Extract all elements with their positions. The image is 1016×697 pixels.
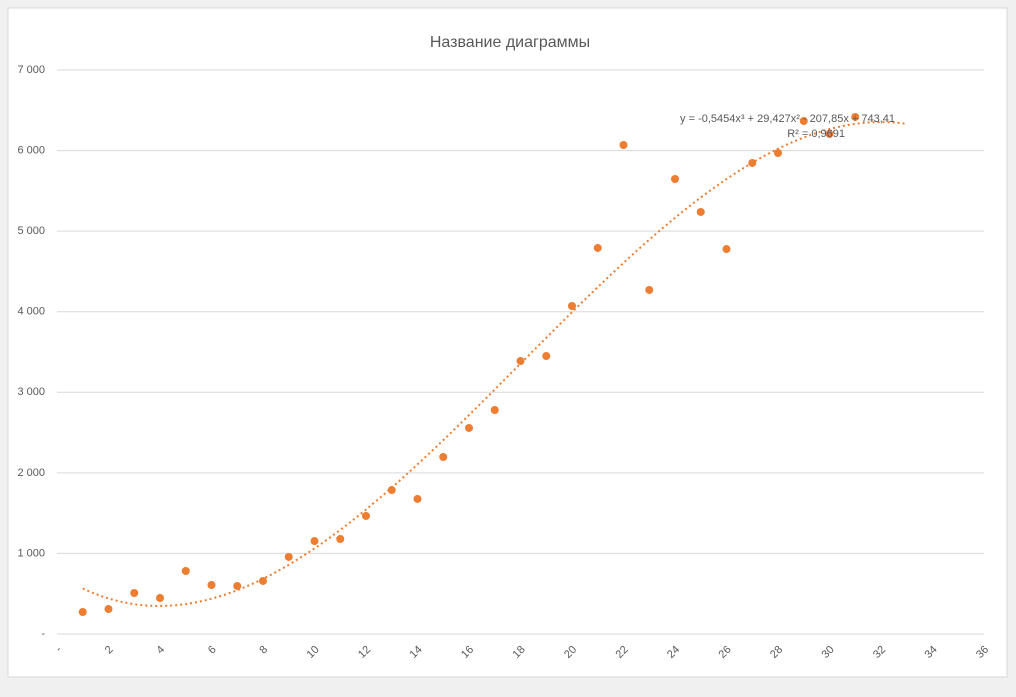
trendline-equation: y = -0,5454x³ + 29,427x² - 207,85x + 743… (680, 113, 895, 125)
point (233, 581, 242, 590)
point (207, 581, 216, 590)
point (78, 608, 87, 617)
point (671, 175, 679, 184)
chart-area (7, 7, 1008, 678)
point (130, 588, 139, 597)
y-tick-label: - (41, 628, 45, 640)
point (362, 511, 370, 520)
y-tick-label: 6 000 (17, 144, 45, 156)
point (336, 535, 345, 544)
x-tick-label: - (53, 643, 64, 654)
point (310, 537, 319, 546)
point (722, 245, 731, 254)
point (181, 566, 190, 575)
point (413, 494, 422, 503)
point (851, 112, 860, 121)
point (465, 423, 473, 432)
point (387, 486, 396, 495)
point (439, 452, 448, 461)
point (284, 552, 293, 561)
point (259, 576, 267, 585)
point (748, 158, 757, 167)
point (799, 117, 808, 126)
chart-title: Название диаграммы (430, 34, 590, 51)
point (104, 605, 113, 614)
point (593, 243, 602, 252)
point (490, 406, 499, 415)
point (696, 207, 705, 216)
y-tick-label: 1 000 (17, 547, 45, 559)
point (825, 129, 834, 138)
y-tick-label: 5 000 (17, 225, 45, 237)
trendline-r2: R² = 0,9691 (787, 128, 845, 140)
point (516, 357, 525, 366)
point (568, 301, 576, 310)
point (619, 141, 628, 150)
y-tick-label: 3 000 (17, 386, 45, 398)
trendline (82, 121, 907, 608)
y-tick-label: 2 000 (17, 467, 45, 479)
point (645, 285, 654, 294)
point (542, 352, 551, 361)
y-tick-label: 7 000 (17, 64, 45, 76)
point (156, 593, 164, 602)
y-tick-label: 4 000 (17, 306, 45, 318)
point (774, 148, 782, 157)
